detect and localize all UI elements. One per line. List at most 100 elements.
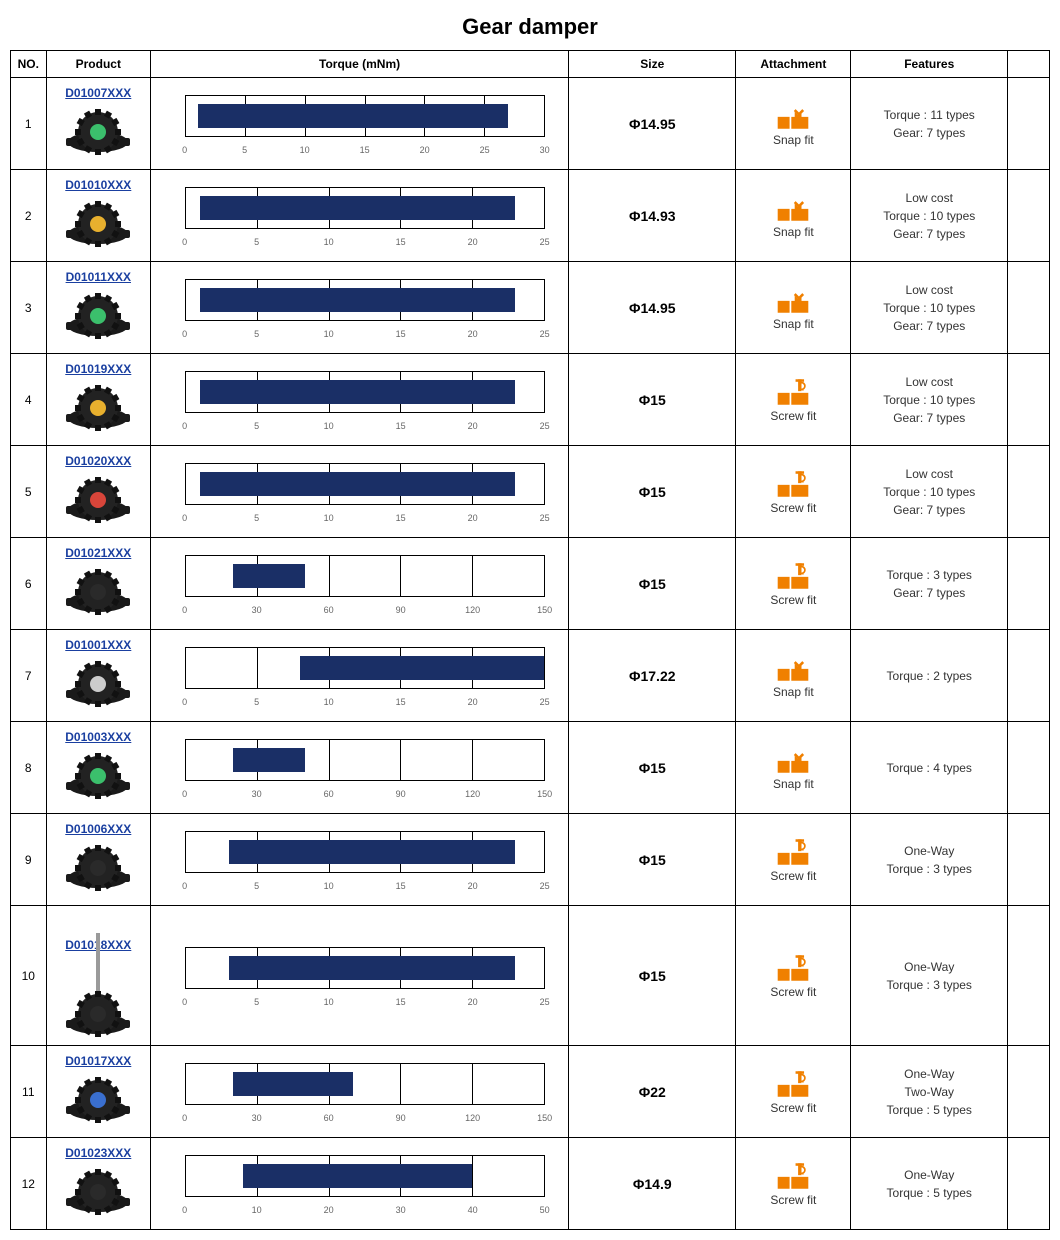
product-code-link[interactable]: D01011XXX [47,270,151,284]
product-image [58,378,138,438]
page-title: Gear damper [10,14,1050,40]
feature-line: Torque : 10 types [851,299,1007,317]
screw-fit-icon [736,1161,850,1191]
cell-no: 12 [11,1138,47,1230]
feature-line: One-Way [851,1065,1007,1083]
product-code-link[interactable]: D01006XXX [47,822,151,836]
feature-line: Torque : 3 types [851,566,1007,584]
screw-fit-icon [736,469,850,499]
feature-line: One-Way [851,1166,1007,1184]
cell-features: Torque : 2 types [851,630,1008,722]
snap-fit-icon [736,193,850,223]
cell-size: Φ15 [569,538,736,630]
feature-line: One-Way [851,958,1007,976]
torque-chart: 0510152025 [170,947,550,1007]
attachment-label: Screw fit [736,501,850,515]
product-code-link[interactable]: D01019XXX [47,362,151,376]
product-code-link[interactable]: D01001XXX [47,638,151,652]
cell-features: One-WayTorque : 5 types [851,1138,1008,1230]
product-code-link[interactable]: D01021XXX [47,546,151,560]
cell-torque: 0306090120150 [151,1046,569,1138]
cell-features: Low costTorque : 10 typesGear: 7 types [851,262,1008,354]
screw-fit-icon [736,561,850,591]
cell-product: D01017XXX [46,1046,151,1138]
product-image [58,838,138,898]
cell-extra [1008,1046,1050,1138]
cell-torque: 0510152025 [151,906,569,1046]
attachment-label: Screw fit [736,869,850,883]
cell-product: D01019XXX [46,354,151,446]
table-row: 5 D01020XXX 0510152025 Φ15 Screw fit [11,446,1050,538]
cell-attachment: Screw fit [736,1046,851,1138]
torque-chart: 0510152025 [170,463,550,523]
cell-torque: 0510152025 [151,630,569,722]
torque-chart: 0306090120150 [170,739,550,799]
cell-size: Φ14.95 [569,262,736,354]
cell-no: 7 [11,630,47,722]
torque-chart: 0510152025 [170,647,550,707]
cell-product: D01023XXX [46,1138,151,1230]
product-image [58,654,138,714]
feature-line: Torque : 5 types [851,1101,1007,1119]
table-row: 2 D01010XXX 0510152025 Φ14.93 Snap fit [11,170,1050,262]
cell-size: Φ22 [569,1046,736,1138]
product-code-link[interactable]: D01020XXX [47,454,151,468]
cell-size: Φ15 [569,906,736,1046]
product-code-link[interactable]: D01003XXX [47,730,151,744]
feature-line: Gear: 7 types [851,584,1007,602]
product-code-link[interactable]: D01017XXX [47,1054,151,1068]
cell-features: Low costTorque : 10 typesGear: 7 types [851,446,1008,538]
product-image [58,562,138,622]
cell-product: D01010XXX [46,170,151,262]
torque-chart: 0306090120150 [170,1063,550,1123]
cell-torque: 0510152025 [151,446,569,538]
attachment-label: Snap fit [736,133,850,147]
cell-features: One-WayTwo-WayTorque : 5 types [851,1046,1008,1138]
product-code-link[interactable]: D01023XXX [47,1146,151,1160]
feature-line: Torque : 5 types [851,1184,1007,1202]
col-extra [1008,51,1050,78]
product-image [58,1070,138,1130]
feature-line: Two-Way [851,1083,1007,1101]
product-image [58,746,138,806]
torque-chart: 051015202530 [170,95,550,155]
table-row: 8 D01003XXX 0306090120150 Φ15 Snap fit [11,722,1050,814]
feature-line: Gear: 7 types [851,501,1007,519]
cell-extra [1008,170,1050,262]
cell-size: Φ15 [569,722,736,814]
cell-extra [1008,814,1050,906]
cell-attachment: Screw fit [736,538,851,630]
cell-attachment: Screw fit [736,906,851,1046]
cell-size: Φ15 [569,354,736,446]
torque-chart: 0510152025 [170,187,550,247]
cell-size: Φ14.9 [569,1138,736,1230]
feature-line: One-Way [851,842,1007,860]
cell-torque: 0510152025 [151,814,569,906]
cell-product: D01007XXX [46,78,151,170]
feature-line: Torque : 3 types [851,860,1007,878]
feature-line: Low cost [851,281,1007,299]
cell-extra [1008,78,1050,170]
product-code-link[interactable]: D01010XXX [47,178,151,192]
cell-features: Torque : 4 types [851,722,1008,814]
feature-line: Gear: 7 types [851,317,1007,335]
feature-line: Torque : 10 types [851,207,1007,225]
col-product: Product [46,51,151,78]
cell-product: D01001XXX [46,630,151,722]
product-code-link[interactable]: D01007XXX [47,86,151,100]
table-row: 1 D01007XXX 051015202530 Φ14.95 Snap fit [11,78,1050,170]
cell-size: Φ15 [569,814,736,906]
attachment-label: Screw fit [736,1101,850,1115]
cell-extra [1008,262,1050,354]
cell-attachment: Screw fit [736,814,851,906]
table-row: 9 D01006XXX 0510152025 Φ15 Screw fit [11,814,1050,906]
torque-chart: 01020304050 [170,1155,550,1215]
torque-chart: 0510152025 [170,279,550,339]
attachment-label: Screw fit [736,593,850,607]
table-row: 7 D01001XXX 0510152025 Φ17.22 Snap fit [11,630,1050,722]
cell-no: 8 [11,722,47,814]
cell-size: Φ14.95 [569,78,736,170]
feature-line: Torque : 10 types [851,391,1007,409]
gear-damper-table: NO. Product Torque (mNm) Size Attachment… [10,50,1050,1230]
cell-torque: 0306090120150 [151,538,569,630]
